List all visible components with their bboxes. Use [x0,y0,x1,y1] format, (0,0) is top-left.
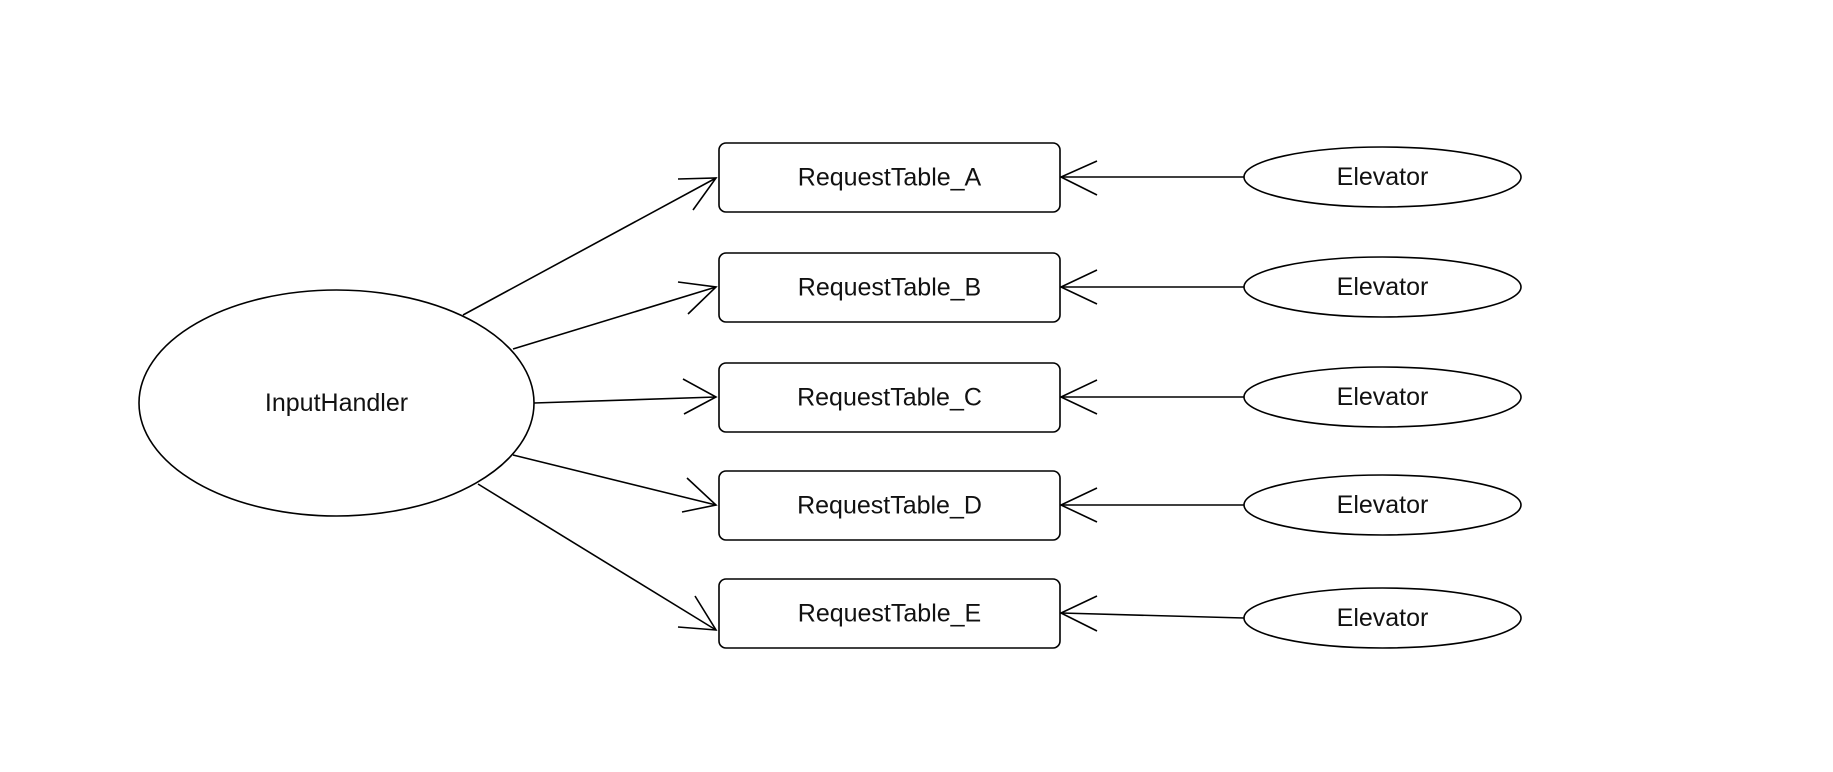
edge-input-handler-to-table-a [462,177,718,316]
elevator-e-label: Elevator [1337,604,1429,632]
elevator-a-node[interactable]: Elevator [1243,146,1522,208]
edge-input-handler-to-table-b [512,281,718,350]
elevator-d-label: Elevator [1337,491,1429,519]
request-table-a-label: RequestTable_A [798,164,982,192]
request-table-c-label: RequestTable_C [797,384,982,412]
request-table-d-node[interactable]: RequestTable_D [718,470,1061,541]
request-table-b-label: RequestTable_B [798,274,981,302]
edge-elevator-a-to-table-a [1059,160,1244,196]
request-table-e-label: RequestTable_E [798,600,981,628]
request-table-d-label: RequestTable_D [797,492,982,520]
edge-input-handler-to-table-c [533,378,718,415]
elevator-c-node[interactable]: Elevator [1243,366,1522,428]
elevator-e-node[interactable]: Elevator [1243,587,1522,649]
edge-elevator-b-to-table-b [1059,269,1244,305]
request-table-b-node[interactable]: RequestTable_B [718,252,1061,323]
elevator-d-node[interactable]: Elevator [1243,474,1522,536]
elevator-a-label: Elevator [1337,163,1429,191]
edge-elevator-c-to-table-c [1059,379,1244,415]
request-table-a-node[interactable]: RequestTable_A [718,142,1061,213]
input-handler-node[interactable]: InputHandler [138,289,535,517]
edge-elevator-d-to-table-d [1059,487,1244,523]
request-table-c-node[interactable]: RequestTable_C [718,362,1061,433]
elevator-b-label: Elevator [1337,273,1429,301]
edge-elevator-e-to-table-e [1059,595,1245,632]
input-handler-label: InputHandler [265,389,408,417]
edge-input-handler-to-table-d [512,454,718,513]
elevator-c-label: Elevator [1337,383,1429,411]
edge-input-handler-to-table-e [477,483,718,631]
elevator-b-node[interactable]: Elevator [1243,256,1522,318]
request-table-e-node[interactable]: RequestTable_E [718,578,1061,649]
